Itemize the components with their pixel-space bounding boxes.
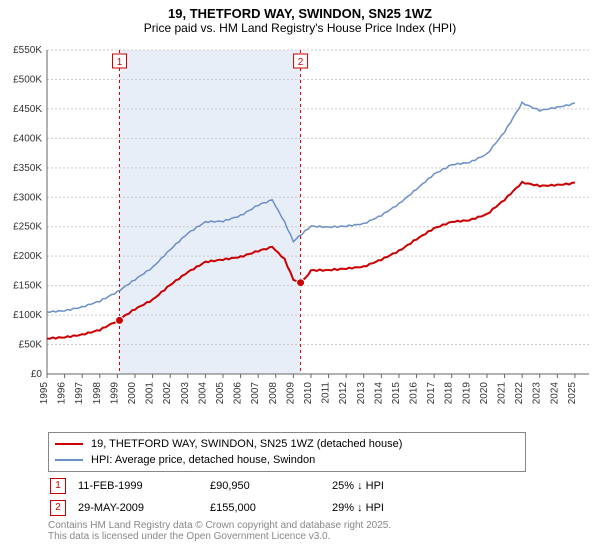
svg-text:1999: 1999 <box>109 382 120 405</box>
legend-label: HPI: Average price, detached house, Swin… <box>91 454 315 466</box>
svg-text:£200K: £200K <box>13 251 42 262</box>
svg-text:2003: 2003 <box>180 382 191 405</box>
svg-text:2012: 2012 <box>338 382 349 405</box>
event-date: 29-MAY-2009 <box>78 498 208 518</box>
svg-text:2000: 2000 <box>127 382 138 405</box>
event-delta: 29% ↓ HPI <box>332 498 394 518</box>
footnote-line: Contains HM Land Registry data © Crown c… <box>48 520 391 531</box>
svg-text:1997: 1997 <box>74 382 85 405</box>
svg-text:2018: 2018 <box>444 382 455 405</box>
svg-text:£350K: £350K <box>13 163 42 174</box>
event-date: 11-FEB-1999 <box>78 476 208 496</box>
svg-text:2005: 2005 <box>215 382 226 405</box>
svg-text:2024: 2024 <box>549 382 560 405</box>
svg-text:2022: 2022 <box>514 382 525 405</box>
event-price: £155,000 <box>210 498 330 518</box>
svg-text:1: 1 <box>117 57 123 68</box>
chart-area: £0 £50K £100K £150K £200K £250K £300K £350K £400… <box>5 44 595 424</box>
svg-text:£250K: £250K <box>13 222 42 233</box>
svg-text:2010: 2010 <box>303 382 314 405</box>
svg-text:2011: 2011 <box>321 382 332 404</box>
svg-text:£0: £0 <box>31 369 43 380</box>
table-row: 2 29-MAY-2009 £155,000 29% ↓ HPI <box>50 498 394 518</box>
svg-text:2021: 2021 <box>497 382 508 405</box>
chart-title: 19, THETFORD WAY, SWINDON, SN25 1WZ <box>0 6 600 21</box>
svg-text:£500K: £500K <box>13 74 42 85</box>
svg-text:1995: 1995 <box>39 382 50 405</box>
footnote-line: This data is licensed under the Open Gov… <box>48 531 330 542</box>
events-table: 1 11-FEB-1999 £90,950 25% ↓ HPI 2 29-MAY… <box>48 474 396 520</box>
svg-text:2006: 2006 <box>233 382 244 405</box>
event-marker-icon: 2 <box>50 500 66 516</box>
legend-swatch-hpi <box>55 459 83 461</box>
legend-swatch-property <box>55 443 83 445</box>
svg-text:2020: 2020 <box>479 382 490 405</box>
svg-text:2009: 2009 <box>285 382 296 405</box>
legend: 19, THETFORD WAY, SWINDON, SN25 1WZ (det… <box>48 432 526 472</box>
svg-text:2002: 2002 <box>162 382 173 405</box>
svg-text:2015: 2015 <box>391 382 402 405</box>
svg-text:1996: 1996 <box>57 382 68 405</box>
svg-text:£300K: £300K <box>13 192 42 203</box>
svg-text:2016: 2016 <box>409 382 420 405</box>
svg-text:2023: 2023 <box>532 382 543 405</box>
svg-text:£450K: £450K <box>13 104 42 115</box>
svg-text:£550K: £550K <box>13 45 42 56</box>
svg-text:2017: 2017 <box>426 382 437 405</box>
svg-text:2014: 2014 <box>373 382 384 405</box>
page: 19, THETFORD WAY, SWINDON, SN25 1WZ Pric… <box>0 0 600 560</box>
svg-text:2008: 2008 <box>268 382 279 405</box>
svg-text:2001: 2001 <box>145 382 156 405</box>
svg-text:1998: 1998 <box>92 382 103 405</box>
svg-text:2004: 2004 <box>197 382 208 405</box>
legend-label: 19, THETFORD WAY, SWINDON, SN25 1WZ (det… <box>91 438 402 450</box>
event-price: £90,950 <box>210 476 330 496</box>
table-row: 1 11-FEB-1999 £90,950 25% ↓ HPI <box>50 476 394 496</box>
svg-text:£400K: £400K <box>13 133 42 144</box>
svg-text:2019: 2019 <box>461 382 472 405</box>
svg-text:£150K: £150K <box>13 281 42 292</box>
event-marker-icon: 1 <box>50 478 66 494</box>
line-chart-svg: £0 £50K £100K £150K £200K £250K £300K £350K £400… <box>5 44 595 424</box>
legend-row: 19, THETFORD WAY, SWINDON, SN25 1WZ (det… <box>55 436 519 452</box>
svg-text:2013: 2013 <box>356 382 367 405</box>
svg-text:2007: 2007 <box>250 382 261 405</box>
event-delta: 25% ↓ HPI <box>332 476 394 496</box>
svg-text:2025: 2025 <box>567 382 578 405</box>
svg-text:2: 2 <box>298 57 304 68</box>
title-block: 19, THETFORD WAY, SWINDON, SN25 1WZ Pric… <box>0 0 600 35</box>
svg-text:£100K: £100K <box>13 310 42 321</box>
legend-row: HPI: Average price, detached house, Swin… <box>55 452 519 468</box>
svg-text:£50K: £50K <box>19 340 43 351</box>
chart-subtitle: Price paid vs. HM Land Registry's House … <box>0 21 600 35</box>
footnote: Contains HM Land Registry data © Crown c… <box>48 520 391 542</box>
